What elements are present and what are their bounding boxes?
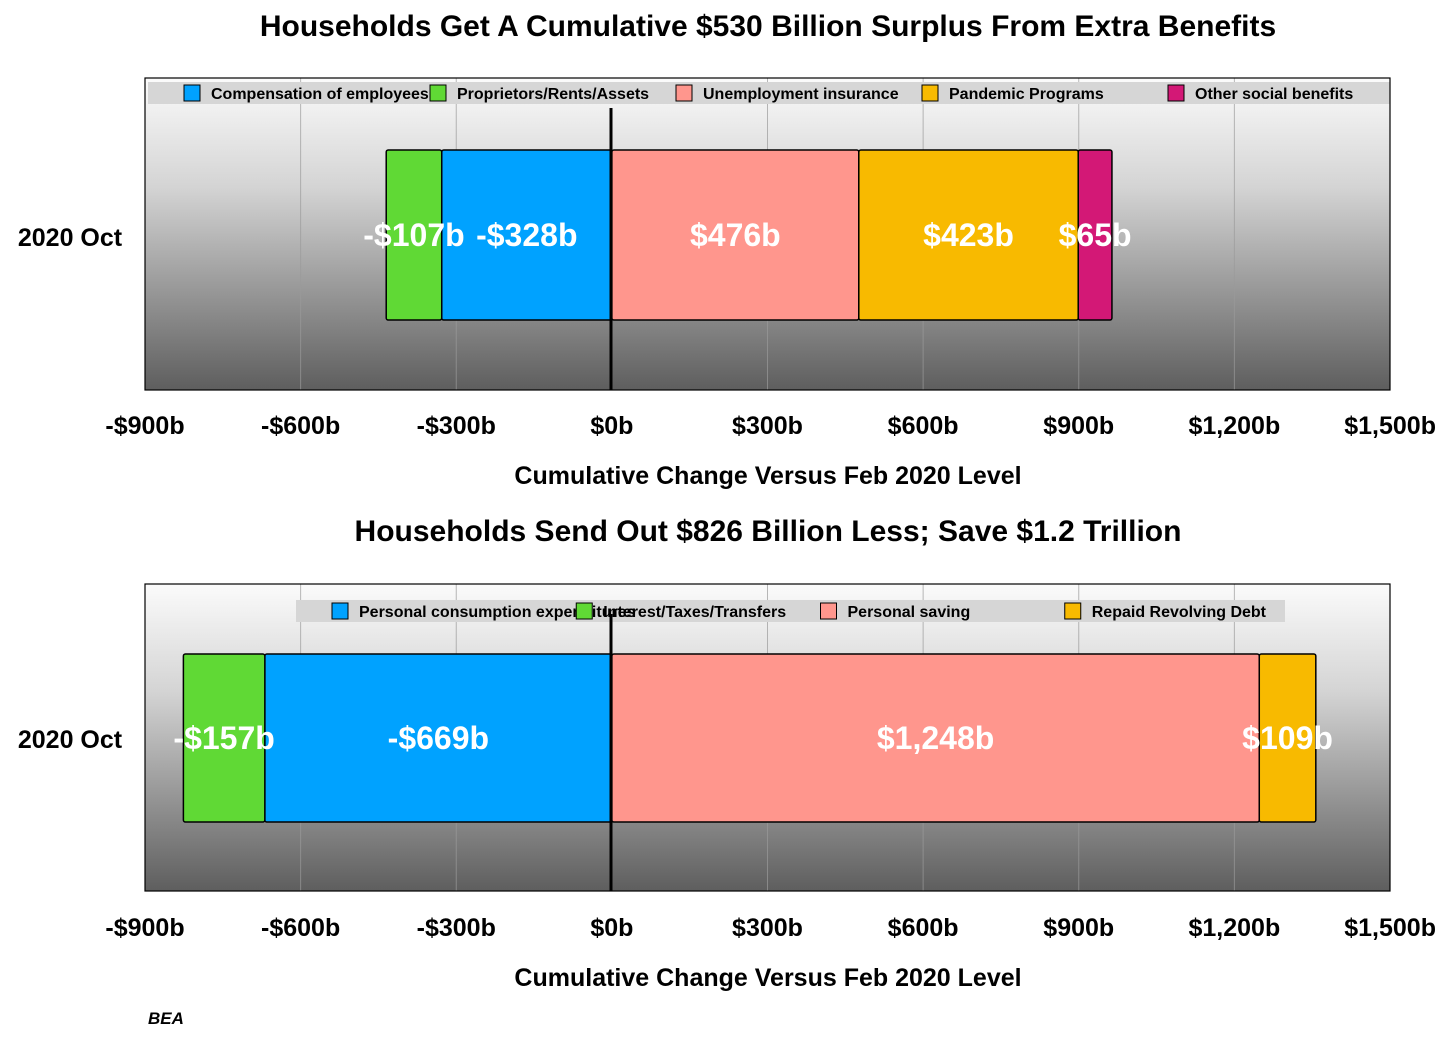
legend-label: Other social benefits (1195, 86, 1353, 103)
data-label: -$157b (173, 720, 274, 756)
legend-swatch (331, 602, 349, 620)
chart-title: Households Get A Cumulative $530 Billion… (260, 10, 1276, 43)
legend-swatch (921, 84, 939, 102)
legend-strip (296, 600, 1285, 622)
data-label: $476b (690, 217, 781, 253)
bar-segment (385, 149, 443, 321)
x-tick-label: $1,500b (1344, 914, 1436, 942)
legend-swatch (675, 84, 693, 102)
x-tick-label: $300b (732, 914, 803, 942)
data-label: $109b (1242, 720, 1333, 756)
legend-label: Unemployment insurance (703, 86, 899, 103)
legend-swatch (183, 84, 201, 102)
x-tick-label: $1,200b (1189, 914, 1281, 942)
category-label: 2020 Oct (18, 726, 123, 754)
x-axis-title: Cumulative Change Versus Feb 2020 Level (514, 964, 1021, 992)
x-tick-label: -$600b (261, 412, 340, 440)
data-label: -$328b (476, 217, 577, 253)
x-tick-label: -$900b (105, 914, 184, 942)
x-tick-label: -$600b (261, 914, 340, 942)
bar-segment (1077, 149, 1113, 321)
x-tick-label: $900b (1043, 412, 1114, 440)
legend-swatch (1064, 602, 1082, 620)
legend-label: Proprietors/Rents/Assets (457, 86, 649, 103)
legend-label: Repaid Revolving Debt (1092, 604, 1267, 621)
legend-strip (148, 82, 1390, 104)
legend-swatch (575, 602, 593, 620)
legend-label: Personal consumption expenditures (359, 604, 636, 621)
x-tick-label: $1,200b (1189, 412, 1281, 440)
data-label: -$669b (388, 720, 489, 756)
legend-label: Pandemic Programs (949, 86, 1104, 103)
x-tick-label: -$300b (417, 914, 496, 942)
source-note: BEA (148, 1009, 184, 1028)
x-tick-label: $300b (732, 412, 803, 440)
x-tick-label: $900b (1043, 914, 1114, 942)
legend-label: Interest/Taxes/Transfers (603, 604, 786, 621)
data-label: $1,248b (877, 720, 994, 756)
bar-segment (1258, 653, 1317, 823)
x-tick-label: -$300b (417, 412, 496, 440)
x-tick-label: $1,500b (1344, 412, 1436, 440)
legend-swatch (1167, 84, 1185, 102)
legend-label: Personal saving (848, 604, 971, 621)
legend-swatch (820, 602, 837, 620)
legend-label: Compensation of employees (211, 86, 429, 103)
x-tick-label: $0b (590, 914, 633, 942)
plot-border (144, 77, 1391, 391)
x-axis-title: Cumulative Change Versus Feb 2020 Level (514, 462, 1021, 490)
x-tick-label: -$900b (105, 412, 184, 440)
x-tick-label: $0b (590, 412, 633, 440)
x-tick-label: $600b (888, 412, 959, 440)
plot-border (144, 583, 1391, 892)
x-tick-label: $600b (888, 914, 959, 942)
data-label: -$107b (363, 217, 464, 253)
data-label: $65b (1059, 217, 1132, 253)
legend-swatch (429, 84, 447, 102)
data-label: $423b (923, 217, 1014, 253)
chart-title: Households Send Out $826 Billion Less; S… (355, 515, 1182, 548)
bar-segment (182, 653, 266, 823)
category-label: 2020 Oct (18, 224, 123, 252)
